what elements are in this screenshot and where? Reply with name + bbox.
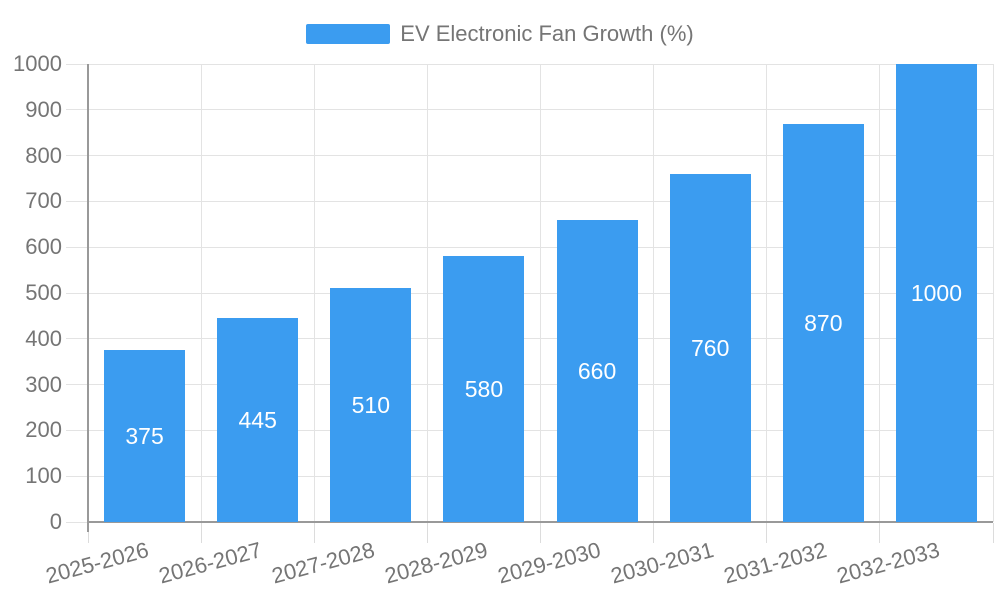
- bar[interactable]: [782, 123, 864, 522]
- y-tick-label: 900: [25, 96, 62, 122]
- y-tick-label: 700: [25, 188, 62, 214]
- x-axis-tick: [540, 523, 541, 543]
- bar[interactable]: [330, 288, 412, 522]
- x-axis-tick: [313, 523, 315, 543]
- y-tick-label: 400: [25, 325, 62, 351]
- gridline-horizontal: [66, 246, 993, 248]
- gridline-vertical: [653, 64, 655, 522]
- gridline-horizontal: [66, 475, 993, 477]
- bar[interactable]: [895, 64, 977, 522]
- gridline-horizontal: [66, 200, 993, 202]
- x-axis-tick: [200, 523, 202, 543]
- y-tick-label: 300: [25, 371, 62, 397]
- gridline-vertical: [200, 64, 202, 522]
- gridline-horizontal: [66, 155, 993, 157]
- y-tick-label: 200: [25, 417, 62, 443]
- gridline-horizontal: [66, 384, 993, 386]
- gridline-vertical: [313, 64, 315, 522]
- x-axis-tick: [766, 523, 768, 543]
- gridline-vertical: [540, 64, 541, 522]
- gridline-horizontal: [66, 109, 993, 111]
- x-axis-tick: [426, 523, 428, 543]
- gridline-horizontal: [66, 429, 993, 431]
- legend[interactable]: EV Electronic Fan Growth (%): [0, 21, 1000, 47]
- y-tick-label: 600: [25, 234, 62, 260]
- x-axis-tick: [992, 523, 994, 543]
- legend-swatch[interactable]: [306, 24, 391, 44]
- gridline-vertical: [879, 64, 881, 522]
- gridline-horizontal: [66, 63, 993, 65]
- x-axis-tick: [879, 523, 881, 543]
- x-axis-line: [86, 521, 993, 523]
- bar[interactable]: [443, 256, 525, 522]
- y-axis-tick: [66, 521, 88, 523]
- x-axis-tick: [653, 523, 655, 543]
- y-tick-label: 800: [25, 142, 62, 168]
- gridline-horizontal: [66, 338, 993, 340]
- gridline-vertical: [426, 64, 428, 522]
- x-axis-tick: [87, 523, 89, 543]
- y-tick-label: 0: [49, 509, 62, 534]
- legend-label[interactable]: EV Electronic Fan Growth (%): [400, 21, 694, 46]
- bar[interactable]: [669, 173, 751, 522]
- gridline-vertical: [992, 64, 994, 522]
- gridline-vertical: [766, 64, 768, 522]
- bar[interactable]: [104, 350, 186, 522]
- bar[interactable]: [217, 318, 299, 522]
- y-tick-label: 100: [25, 463, 62, 489]
- y-tick-label: 500: [25, 280, 62, 305]
- y-tick-label: 1000: [13, 51, 62, 76]
- y-axis-line: [86, 64, 89, 532]
- bar[interactable]: [556, 219, 638, 522]
- gridline-horizontal: [66, 292, 993, 294]
